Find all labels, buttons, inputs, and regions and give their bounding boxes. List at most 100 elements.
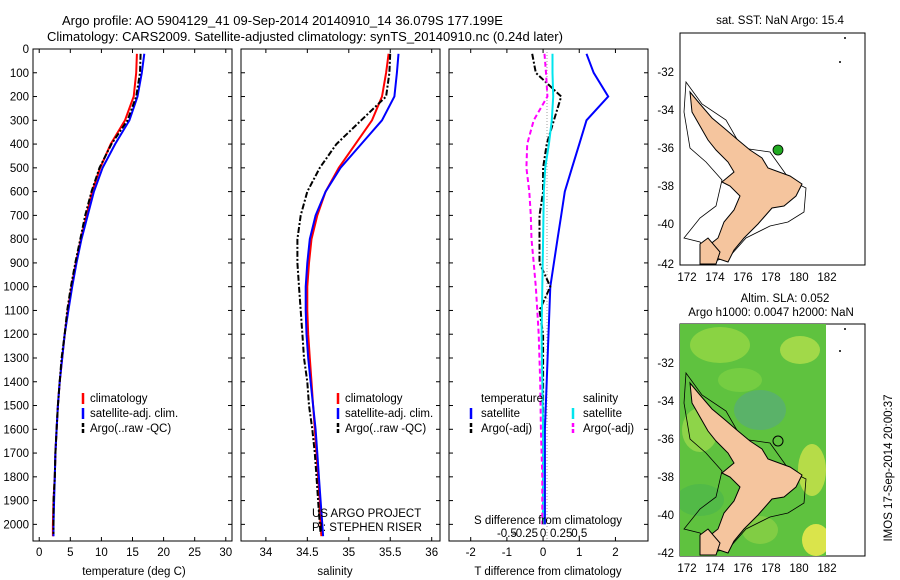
depth-tick-label: 1000 xyxy=(3,282,29,294)
x-tick-label: 0 xyxy=(540,547,546,559)
salinity-legend: climatology satellite-adj. clim. Argo(..… xyxy=(336,393,433,435)
series-line-satellite-adj-clim- xyxy=(52,53,146,537)
legend-label-t-argo: Argo(-adj) xyxy=(481,423,532,435)
svg-text:176: 176 xyxy=(733,272,752,284)
plot-title-line1: Argo profile: AO 5904129_41 09-Sep-2014 … xyxy=(62,13,503,28)
series-line-satellite-adj-clim- xyxy=(304,53,400,537)
x-tick-label: -1 xyxy=(502,547,512,559)
depth-tick-label: 1400 xyxy=(3,377,29,389)
svg-text:-36: -36 xyxy=(657,434,674,446)
north-island-shape xyxy=(689,381,803,554)
legend-label-argo: Argo(..raw -QC) xyxy=(90,423,171,435)
depth-tick-label: 1100 xyxy=(4,305,29,317)
svg-text:-32: -32 xyxy=(657,358,674,370)
svg-text:-38: -38 xyxy=(657,472,674,484)
map-top-contour xyxy=(683,80,807,263)
svg-text:182: 182 xyxy=(817,563,836,575)
svg-text:172: 172 xyxy=(677,563,696,575)
svg-text:178: 178 xyxy=(761,563,780,575)
x-tick-label: 15 xyxy=(126,547,139,559)
legend-label-climatology: climatology xyxy=(345,393,403,405)
x-tick-label: 34.5 xyxy=(296,547,318,559)
temperature-legend: climatology satellite-adj. clim. Argo(..… xyxy=(81,393,178,435)
south-island-shape xyxy=(699,237,721,265)
depth-axis: 0 100 200 300 400 500 600 700 800 900 1000 1100 1200… xyxy=(3,44,648,531)
salinity-xlabel: salinity xyxy=(317,566,352,578)
depth-tick-label: 200 xyxy=(10,92,29,104)
depth-tick-label: 700 xyxy=(10,210,29,222)
series-line-argo-raw-qc- xyxy=(52,53,142,534)
salinity-axes xyxy=(240,48,441,542)
map-top-frame xyxy=(679,32,866,266)
svg-text:-42: -42 xyxy=(657,548,674,560)
x-tick-label: 25 xyxy=(188,547,201,559)
legend-header-salinity: salinity xyxy=(583,393,618,405)
depth-tick-label: 400 xyxy=(10,139,29,151)
depth-tick-label: 1900 xyxy=(3,496,29,508)
south-island-shape xyxy=(699,528,721,556)
map-top-title: sat. SST: NaN Argo: 15.4 xyxy=(716,15,844,27)
x-tick-label: 5 xyxy=(67,547,73,559)
depth-tick-label: 1200 xyxy=(3,329,29,341)
svg-text:-40: -40 xyxy=(657,510,674,522)
top-x-tick-label: 0.5 xyxy=(571,528,587,540)
depth-tick-label: 2000 xyxy=(3,519,29,531)
x-tick-label: 30 xyxy=(219,547,232,559)
depth-tick-label: 1300 xyxy=(3,353,29,365)
svg-text:176: 176 xyxy=(733,563,752,575)
north-island-shape xyxy=(689,90,803,263)
island-dot xyxy=(839,61,841,63)
svg-text:-36: -36 xyxy=(657,143,674,155)
depth-tick-label: 1600 xyxy=(3,424,29,436)
svg-text:178: 178 xyxy=(761,272,780,284)
svg-text:172: 172 xyxy=(677,272,696,284)
island-dot xyxy=(839,350,841,352)
timestamp-stamp: IMOS 17-Sep-2014 20:00:37 xyxy=(883,394,895,541)
map-bottom-title-line2: Argo h1000: 0.0047 h2000: NaN xyxy=(688,307,854,319)
svg-text:-32: -32 xyxy=(657,67,674,79)
depth-tick-label: 1700 xyxy=(3,448,29,460)
x-tick-label: 20 xyxy=(157,547,170,559)
legend-label-s-satellite: satellite xyxy=(583,408,622,420)
x-tick-label: 0 xyxy=(36,547,42,559)
x-axes-ticks: 0 5 10 15 20 25 30 34 34.5 35 35.5 36 -2 -1 0 1 2 -0.5-0.… xyxy=(36,49,619,559)
top-x-tick-label: -0.5 xyxy=(497,528,517,540)
sla-field xyxy=(680,324,826,556)
legend-label-t-satellite: satellite xyxy=(481,408,520,420)
depth-tick-label: 1800 xyxy=(3,472,29,484)
series-line-satellite xyxy=(540,53,555,525)
legend-header-temperature: temperature xyxy=(481,393,543,405)
island-dot xyxy=(844,328,846,330)
x-tick-label: -2 xyxy=(466,547,476,559)
svg-text:174: 174 xyxy=(705,563,725,575)
legend-label-satellite: satellite-adj. clim. xyxy=(345,408,433,420)
depth-tick-label: 1500 xyxy=(3,401,29,413)
svg-text:-34: -34 xyxy=(657,105,674,117)
x-tick-label: 10 xyxy=(95,547,108,559)
legend-label-argo: Argo(..raw -QC) xyxy=(345,423,426,435)
svg-text:-40: -40 xyxy=(657,219,674,231)
map-bottom-xticks: 172 174 176 178 180 182 xyxy=(677,563,836,575)
svg-text:180: 180 xyxy=(789,563,808,575)
difference-xlabel: T difference from climatology xyxy=(474,566,621,578)
map-top-yticks: -32 -34 -36 -38 -40 -42 xyxy=(657,67,674,271)
depth-tick-label: 800 xyxy=(10,234,29,246)
difference-axes xyxy=(448,48,649,542)
island-dot xyxy=(844,37,846,39)
depth-tick-label: 600 xyxy=(10,187,29,199)
temperature-axes xyxy=(32,48,233,542)
legend-label-s-argo: Argo(-adj) xyxy=(583,423,634,435)
svg-text:-42: -42 xyxy=(657,259,674,271)
difference-top-xlabel: S difference from climatology xyxy=(474,515,622,527)
svg-text:-34: -34 xyxy=(657,396,674,408)
argo-float-marker xyxy=(772,435,784,447)
map-bottom xyxy=(679,323,866,557)
svg-text:174: 174 xyxy=(705,272,725,284)
depth-tick-label: 100 xyxy=(10,68,29,80)
x-tick-label: 1 xyxy=(576,547,582,559)
x-tick-label: 2 xyxy=(612,547,618,559)
map-top xyxy=(679,32,866,266)
project-annotation: US ARGO PROJECT xyxy=(312,508,421,520)
legend-label-climatology: climatology xyxy=(90,393,148,405)
